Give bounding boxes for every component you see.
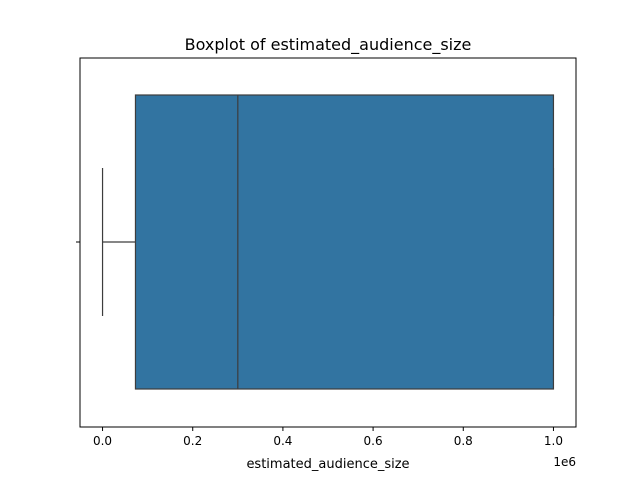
chart-title: Boxplot of estimated_audience_size — [185, 35, 472, 55]
x-tick-label: 0.2 — [183, 434, 202, 448]
x-tick-label: 0.6 — [364, 434, 383, 448]
x-tick-label: 0.0 — [93, 434, 112, 448]
x-axis-label: estimated_audience_size — [246, 457, 409, 472]
boxplot-series — [101, 94, 555, 390]
interquartile-box — [134, 94, 555, 390]
x-tick-label: 0.4 — [273, 434, 292, 448]
x-axis-ticks: 0.0 0.2 0.4 0.6 0.8 1.0 — [76, 241, 563, 448]
x-axis-offset-label: 1e6 — [553, 455, 576, 469]
x-tick-label: 0.8 — [454, 434, 473, 448]
x-tick-label: 1.0 — [544, 434, 563, 448]
